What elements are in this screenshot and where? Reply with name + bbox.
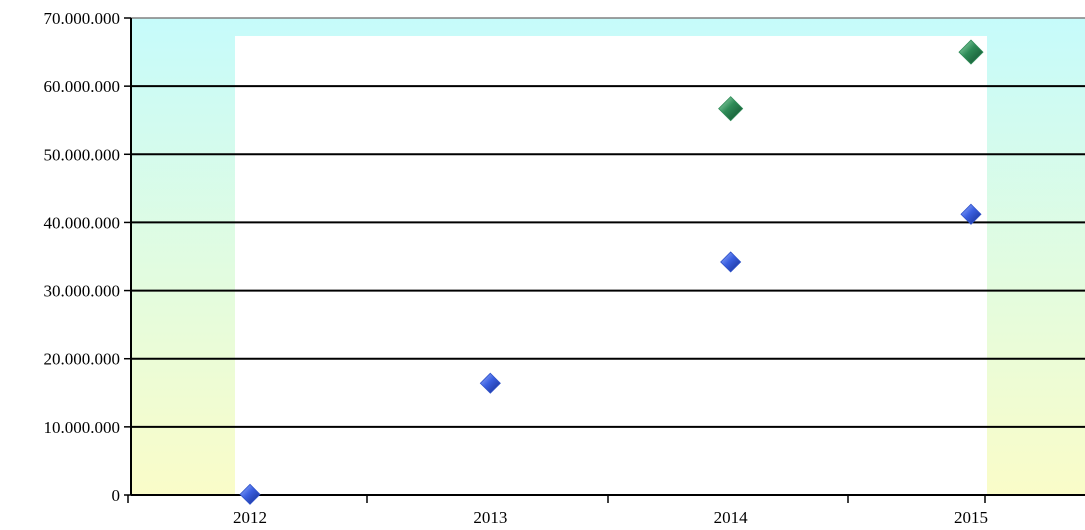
- axes: [124, 17, 1085, 503]
- y-tick-label: 20.000.000: [44, 350, 121, 369]
- grid-lines: [131, 17, 1085, 428]
- scatter-point: [718, 96, 744, 122]
- y-tick-label: 0: [112, 486, 121, 505]
- scatter-point: [239, 483, 261, 505]
- x-tick-label: 2013: [473, 508, 507, 527]
- data-points: [239, 39, 984, 505]
- x-tick-label: 2015: [954, 508, 988, 527]
- y-tick-label: 50.000.000: [44, 145, 121, 164]
- y-tick-label: 70.000.000: [44, 9, 121, 28]
- x-axis-labels: 2012 2013 2014 2015: [233, 508, 988, 527]
- y-tick-label: 40.000.000: [44, 213, 121, 232]
- y-tick-label: 60.000.000: [44, 77, 121, 96]
- x-tick-label: 2014: [714, 508, 749, 527]
- scatter-point: [960, 203, 982, 225]
- scatter-point: [479, 372, 501, 394]
- y-tick-label: 30.000.000: [44, 282, 121, 301]
- scatter-point: [958, 39, 984, 65]
- x-tick-label: 2012: [233, 508, 267, 527]
- y-tick-label: 10.000.000: [44, 418, 121, 437]
- plot-inner-panel: [235, 36, 987, 495]
- y-axis-labels: 0 10.000.000 20.000.000 30.000.000 40.000.00…: [44, 9, 121, 505]
- scatter-point: [720, 251, 742, 273]
